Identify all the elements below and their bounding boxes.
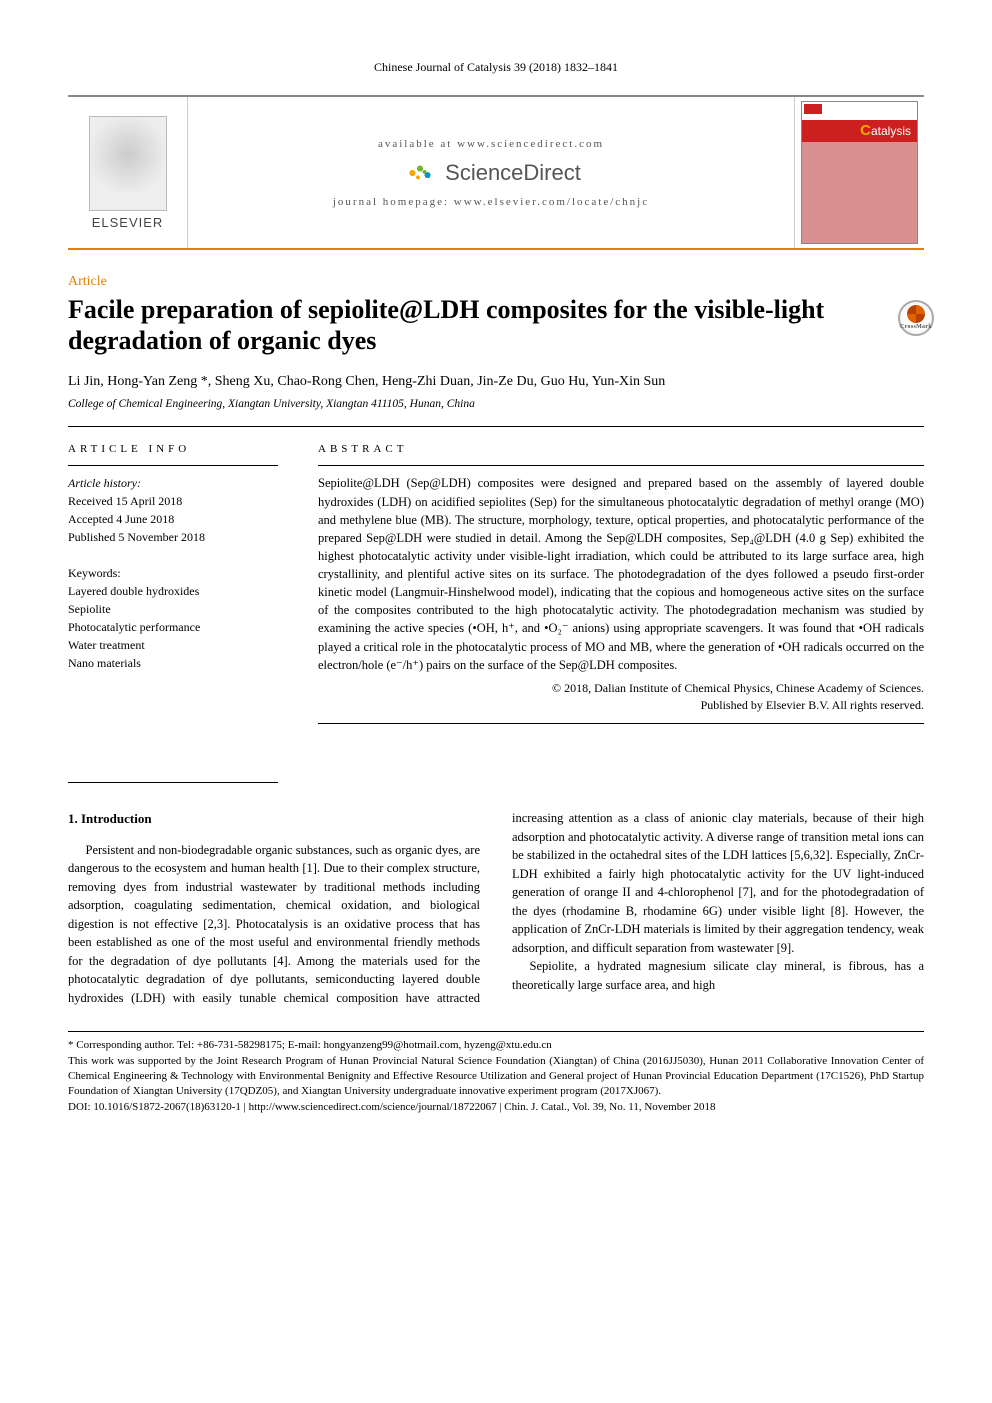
affiliation: College of Chemical Engineering, Xiangta… (68, 398, 924, 410)
info-abstract-grid: ARTICLE INFO Article history: Received 1… (68, 443, 924, 783)
crossmark-label: CrossMark (900, 324, 932, 331)
body-section: 1. Introduction Persistent and non-biode… (68, 809, 924, 1007)
keywords-heading: Keywords: (68, 564, 278, 582)
abstract-label: ABSTRACT (318, 443, 924, 455)
crossmark-icon[interactable]: CrossMark (898, 300, 934, 336)
available-at-text: available at www.sciencedirect.com (378, 138, 604, 150)
article-info-label: ARTICLE INFO (68, 443, 278, 455)
history-published: Published 5 November 2018 (68, 528, 278, 546)
abstract-column: ABSTRACT Sepiolite@LDH (Sep@LDH) composi… (318, 443, 924, 783)
divider (318, 723, 924, 724)
copyright-line-2: Published by Elsevier B.V. All rights re… (318, 697, 924, 714)
body-columns: 1. Introduction Persistent and non-biode… (68, 809, 924, 1007)
history-heading: Article history: (68, 474, 278, 492)
divider (318, 465, 924, 466)
history-received: Received 15 April 2018 (68, 492, 278, 510)
keyword: Nano materials (68, 654, 278, 672)
authors: Li Jin, Hong-Yan Zeng *, Sheng Xu, Chao-… (68, 374, 924, 390)
article-type: Article (68, 274, 924, 290)
article-title: Facile preparation of sepiolite@LDH comp… (68, 294, 924, 356)
keyword: Layered double hydroxides (68, 582, 278, 600)
footnote-divider (68, 1031, 924, 1032)
keyword: Sepiolite (68, 600, 278, 618)
keywords-block: Keywords: Layered double hydroxides Sepi… (68, 564, 278, 672)
divider (68, 426, 924, 427)
publisher-name: ELSEVIER (92, 215, 164, 230)
divider (68, 782, 278, 783)
publisher-logo-block: ELSEVIER (68, 97, 188, 248)
sciencedirect-swirl-icon (401, 162, 439, 184)
divider (68, 465, 278, 466)
article-history: Article history: Received 15 April 2018 … (68, 474, 278, 546)
body-paragraph: Sepiolite, a hydrated magnesium silicate… (512, 957, 924, 994)
journal-reference: Chinese Journal of Catalysis 39 (2018) 1… (68, 60, 924, 75)
elsevier-tree-icon (89, 116, 167, 211)
keyword: Photocatalytic performance (68, 618, 278, 636)
funding-note: This work was supported by the Joint Res… (68, 1054, 924, 1100)
keyword: Water treatment (68, 636, 278, 654)
footnotes: * Corresponding author. Tel: +86-731-582… (68, 1038, 924, 1115)
article-info-column: ARTICLE INFO Article history: Received 1… (68, 443, 278, 783)
journal-cover-icon: CCatalysisatalysis (801, 101, 918, 244)
header-center: available at www.sciencedirect.com Scien… (188, 138, 794, 208)
cover-brand: CCatalysisatalysis (860, 122, 911, 139)
title-text: Facile preparation of sepiolite@LDH comp… (68, 295, 824, 355)
section-heading: 1. Introduction (68, 809, 480, 828)
sciencedirect-text: ScienceDirect (445, 160, 581, 186)
corresponding-author-note: * Corresponding author. Tel: +86-731-582… (68, 1038, 924, 1053)
journal-cover-block: CCatalysisatalysis (794, 97, 924, 248)
journal-header: ELSEVIER available at www.sciencedirect.… (68, 95, 924, 250)
history-accepted: Accepted 4 June 2018 (68, 510, 278, 528)
doi-note: DOI: 10.1016/S1872-2067(18)63120-1 | htt… (68, 1100, 924, 1115)
copyright-line-1: © 2018, Dalian Institute of Chemical Phy… (318, 680, 924, 697)
sciencedirect-logo: ScienceDirect (401, 160, 581, 186)
journal-homepage-text: journal homepage: www.elsevier.com/locat… (333, 196, 649, 208)
abstract-text: Sepiolite@LDH (Sep@LDH) composites were … (318, 474, 924, 673)
